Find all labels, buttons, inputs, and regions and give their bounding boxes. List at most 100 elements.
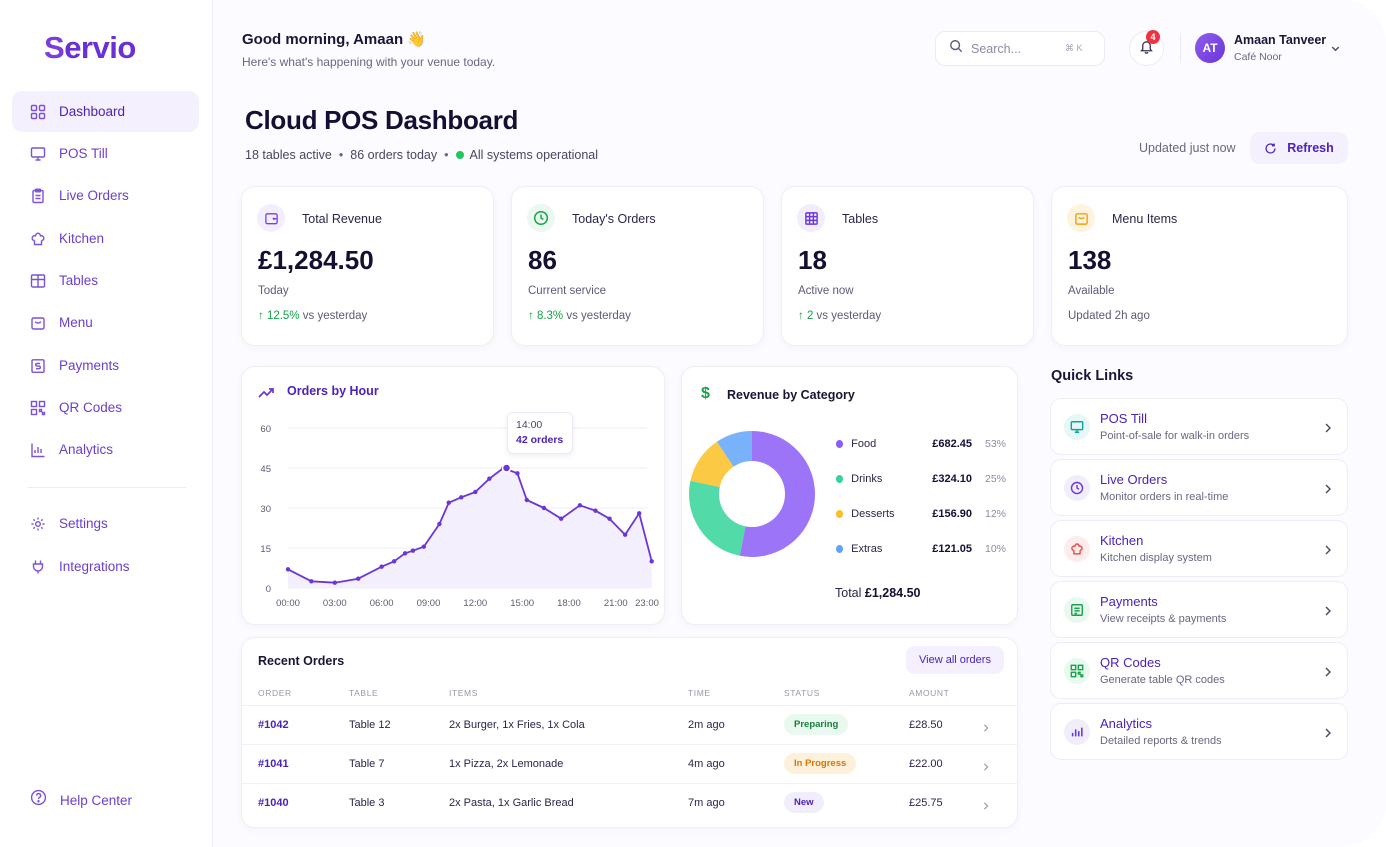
revenue-donut-chart	[689, 431, 815, 557]
trend-text: vs yesterday	[813, 310, 882, 322]
stat-trend: ↑ 8.3% vs yesterday	[528, 310, 631, 322]
data-point	[473, 489, 478, 495]
chevron-down-icon[interactable]	[1330, 41, 1341, 59]
data-point	[410, 548, 416, 553]
brand-name: ervio	[64, 30, 136, 65]
system-status-text: All systems operational	[469, 148, 599, 162]
sidebar-item-qr-codes[interactable]: QR Codes	[12, 387, 199, 428]
order-id[interactable]: #1040	[258, 797, 289, 809]
sidebar-item-analytics[interactable]: Analytics	[12, 429, 199, 470]
table-row[interactable]: #1041 Table 7 1x Pizza, 2x Lemonade 4m a…	[242, 744, 1018, 783]
stat-value: 138	[1068, 245, 1112, 275]
area-fill	[288, 468, 652, 588]
sidebar-item-kitchen[interactable]: Kitchen	[12, 218, 199, 259]
menu-bag-icon	[30, 315, 46, 331]
user-venue: Café Noor	[1234, 51, 1282, 63]
chevron-right-icon[interactable]	[982, 720, 990, 738]
stat-subtitle: Available	[1068, 285, 1115, 297]
data-point	[309, 579, 314, 584]
sidebar-item-menu[interactable]: Menu	[12, 302, 199, 343]
data-point	[636, 511, 642, 516]
order-table: Table 12	[349, 719, 391, 731]
sidebar-item-tables[interactable]: Tables	[12, 260, 199, 301]
tooltip-value: 42 orders	[516, 434, 564, 446]
sidebar-item-label: Tables	[59, 273, 99, 288]
quick-link-title: QR Codes	[1100, 655, 1161, 670]
legend-percent: 25%	[984, 473, 1006, 485]
y-tick-label: 60	[260, 424, 271, 435]
revenue-total-value: £1,284.50	[864, 586, 921, 600]
quick-link-kitchen[interactable]: Kitchen Kitchen display system	[1050, 520, 1348, 577]
sidebar-item-payments[interactable]: Payments	[12, 345, 199, 386]
view-all-orders-button[interactable]: View all orders	[906, 646, 1004, 674]
brand-logo-glyph: S	[44, 30, 65, 65]
quick-link-pos-till[interactable]: POS Till Point-of-sale for walk-in order…	[1050, 398, 1348, 455]
table-row[interactable]: #1040 Table 3 2x Pasta, 1x Garlic Bread …	[242, 783, 1018, 822]
legend-amount: £324.10	[932, 473, 972, 485]
stat-trend: ↑ 2 vs yesterday	[798, 310, 881, 322]
stat-value: 18	[798, 245, 827, 275]
quick-link-analytics[interactable]: Analytics Detailed reports & trends	[1050, 703, 1348, 760]
sidebar-item-live-orders[interactable]: Live Orders	[12, 175, 199, 216]
status-dot	[455, 151, 464, 159]
notification-badge: 4	[1146, 30, 1160, 44]
search-input[interactable]	[971, 41, 1061, 56]
tables-active-text: 18 tables active	[245, 148, 332, 162]
status-badge: Preparing	[784, 714, 849, 735]
order-id[interactable]: #1041	[258, 758, 289, 770]
quick-link-live-orders[interactable]: Live Orders Monitor orders in real-time	[1050, 459, 1348, 516]
quick-link-payments[interactable]: Payments View receipts & payments	[1050, 581, 1348, 638]
qr-icon	[1064, 658, 1090, 684]
stat-value: 86	[528, 245, 557, 275]
data-point	[607, 516, 612, 521]
legend-percent: 12%	[984, 508, 1006, 520]
quick-link-subtitle: Generate table QR codes	[1100, 674, 1225, 686]
orders-today-text: 86 orders today	[350, 148, 438, 162]
receipt-icon	[30, 358, 46, 374]
sidebar-item-pos-till[interactable]: POS Till	[12, 133, 199, 174]
quick-link-qr-codes[interactable]: QR Codes Generate table QR codes	[1050, 642, 1348, 699]
refresh-button[interactable]: Refresh	[1250, 132, 1348, 164]
legend-label: Extras	[851, 543, 883, 555]
bar-chart-icon	[30, 442, 46, 458]
refresh-label: Refresh	[1287, 141, 1334, 155]
x-tick-label: 06:00	[370, 598, 394, 609]
legend-item-extras: Extras £121.05 10%	[836, 541, 1006, 557]
help-icon	[30, 789, 47, 811]
data-point	[649, 559, 654, 564]
grid-icon	[30, 104, 46, 120]
chevron-right-icon[interactable]	[982, 798, 990, 816]
y-tick-label: 0	[266, 584, 271, 595]
chevron-right-icon[interactable]	[982, 759, 990, 777]
trend-text: vs yesterday	[299, 310, 368, 322]
brand-logo[interactable]: Servio	[44, 30, 136, 66]
avatar[interactable]: AT	[1195, 33, 1225, 63]
help-center-link[interactable]: Help Center	[30, 789, 132, 811]
order-id[interactable]: #1042	[258, 719, 289, 731]
sidebar-item-integrations[interactable]: Integrations	[12, 546, 199, 587]
legend-item-food: Food £682.45 53%	[836, 436, 1006, 452]
highlight-point	[501, 463, 512, 473]
legend-item-desserts: Desserts £156.90 12%	[836, 506, 1006, 522]
user-name: Amaan Tanveer	[1234, 33, 1327, 47]
column-header-items: ITEMS	[449, 688, 478, 698]
notifications-button[interactable]: 4	[1129, 30, 1164, 66]
search-box[interactable]: ⌘ K	[935, 31, 1105, 66]
legend-amount: £682.45	[932, 438, 972, 450]
column-header-table: TABLE	[349, 688, 379, 698]
sidebar-item-label: Integrations	[59, 559, 130, 574]
sidebar-item-settings[interactable]: Settings	[12, 503, 199, 544]
legend-amount: £156.90	[932, 508, 972, 520]
x-tick-label: 23:00	[635, 598, 659, 609]
table-row[interactable]: #1042 Table 12 2x Burger, 1x Fries, 1x C…	[242, 705, 1018, 744]
sidebar-item-dashboard[interactable]: Dashboard	[12, 91, 199, 132]
quick-link-subtitle: Point-of-sale for walk-in orders	[1100, 430, 1250, 442]
page-summary: 18 tables active • 86 orders today • All…	[245, 148, 598, 162]
data-point	[459, 495, 464, 500]
order-amount: £25.75	[909, 797, 943, 809]
column-header-status: STATUS	[784, 688, 820, 698]
order-table: Table 7	[349, 758, 385, 770]
recent-orders-card: Recent Orders View all orders ORDER TABL…	[241, 637, 1018, 828]
revenue-by-category-card: $ Revenue by Category Food £682.45 53% D…	[681, 366, 1018, 625]
